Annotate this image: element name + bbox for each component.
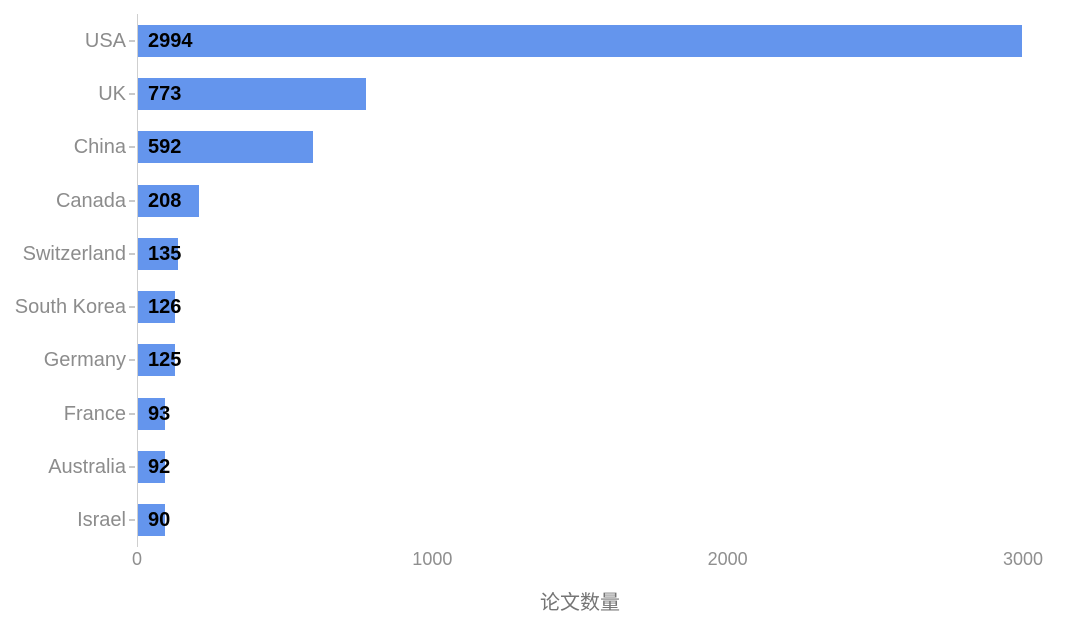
y-axis-category-label: France xyxy=(63,402,126,425)
x-axis-tick-label: 3000 xyxy=(1002,549,1044,569)
bar-value-label: 92 xyxy=(148,456,171,479)
bar xyxy=(138,397,165,430)
y-axis-category-label: Australia xyxy=(48,456,126,479)
y-axis-tick-mark xyxy=(129,519,135,522)
bar-value-label: 592 xyxy=(148,136,182,159)
bar xyxy=(138,504,165,537)
bar-value-label: 208 xyxy=(148,189,182,212)
bar xyxy=(138,184,199,217)
y-axis-category-label: South Korea xyxy=(14,296,126,319)
bar xyxy=(138,237,178,270)
x-axis-tick-label: 1000 xyxy=(412,549,453,569)
y-axis-category-label: Germany xyxy=(43,349,126,372)
bar xyxy=(138,24,1022,57)
y-axis-category-label: Canada xyxy=(55,189,126,212)
y-axis-tick-mark xyxy=(129,39,135,42)
y-axis-category-label: UK xyxy=(98,82,126,105)
y-axis-line xyxy=(137,14,138,547)
bar-value-label: 93 xyxy=(148,402,171,425)
bar xyxy=(138,131,313,164)
bar-value-label: 2994 xyxy=(148,29,193,52)
bar xyxy=(138,291,175,324)
x-axis-title: 论文数量 xyxy=(540,592,620,614)
y-axis-category-label: USA xyxy=(84,29,126,52)
bar-value-label: 773 xyxy=(148,82,182,105)
bar-value-label: 90 xyxy=(148,509,171,532)
y-axis-tick-mark xyxy=(129,252,135,255)
bar-value-label: 125 xyxy=(148,349,182,372)
y-axis-category-label: Switzerland xyxy=(22,242,126,265)
y-axis-tick-mark xyxy=(129,92,135,95)
x-axis-tick-label: 0 xyxy=(131,549,143,569)
y-axis-tick-mark xyxy=(129,466,135,469)
y-axis-tick-mark xyxy=(129,146,135,149)
y-axis-category-label: Israel xyxy=(77,509,126,532)
x-axis-tick-label: 2000 xyxy=(707,549,748,569)
y-axis-category-label: China xyxy=(73,136,126,159)
bar xyxy=(138,344,175,377)
bar-value-label: 126 xyxy=(148,296,182,319)
y-axis-tick-mark xyxy=(129,306,135,309)
y-axis-tick-mark xyxy=(129,359,135,362)
bar xyxy=(138,77,366,110)
bar-value-label: 135 xyxy=(148,242,182,265)
bar xyxy=(138,451,165,484)
y-axis-tick-mark xyxy=(129,412,135,415)
y-axis-tick-mark xyxy=(129,199,135,202)
